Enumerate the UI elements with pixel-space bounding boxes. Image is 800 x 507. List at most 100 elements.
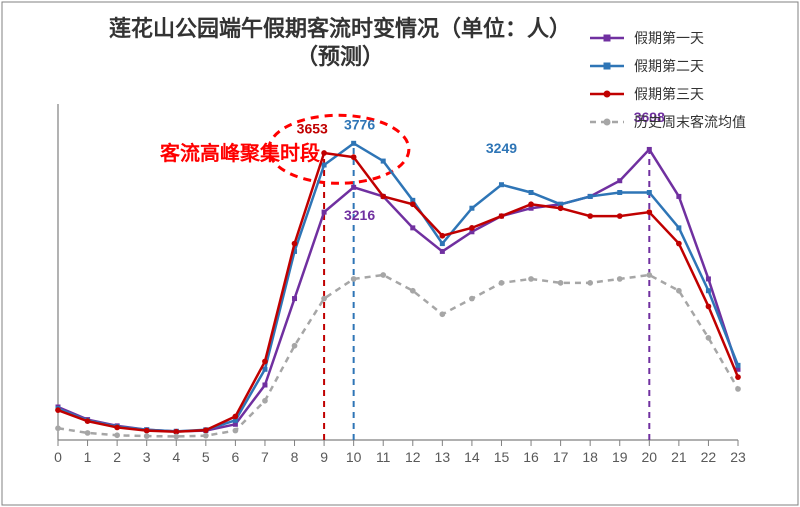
legend-marker (604, 63, 611, 70)
series-marker (233, 428, 239, 434)
series-marker (706, 335, 712, 341)
series-marker (321, 296, 327, 302)
series-marker (203, 433, 209, 439)
series-marker (381, 159, 386, 164)
series-marker (735, 386, 741, 392)
series-marker (262, 383, 267, 388)
x-tick-label: 6 (231, 449, 239, 465)
x-tick-label: 11 (376, 449, 391, 465)
series-marker (587, 213, 593, 219)
series-marker (499, 182, 504, 187)
x-tick-label: 5 (202, 449, 210, 465)
x-tick-label: 18 (582, 449, 598, 465)
value-label: 3653 (297, 121, 328, 137)
series-marker (706, 288, 711, 293)
series-marker (676, 225, 681, 230)
value-label: 3216 (344, 207, 375, 223)
series-marker (351, 185, 356, 190)
x-tick-label: 16 (523, 449, 539, 465)
series-line-hist (58, 275, 738, 436)
x-tick-label: 21 (671, 449, 687, 465)
x-tick-label: 22 (701, 449, 717, 465)
series-marker (292, 241, 298, 247)
chart-title-line2: （预测） (296, 44, 384, 69)
x-tick-label: 1 (84, 449, 92, 465)
legend-label: 假期第一天 (634, 30, 704, 46)
series-marker (617, 213, 623, 219)
series-marker (469, 225, 475, 231)
series-marker (410, 225, 415, 230)
series-marker (736, 363, 741, 368)
series-marker (558, 205, 564, 211)
line-chart: 莲花山公园端午假期客流时变情况（单位：人）（预测）012345678910111… (0, 0, 800, 507)
series-marker (617, 190, 622, 195)
chart-title-line1: 莲花山公园端午假期客流时变情况（单位：人） (109, 16, 571, 41)
x-tick-label: 10 (346, 449, 362, 465)
series-marker (469, 206, 474, 211)
x-tick-label: 14 (464, 449, 480, 465)
series-marker (499, 280, 505, 286)
legend-label: 历史周末客流均值 (634, 114, 746, 130)
x-tick-label: 17 (553, 449, 569, 465)
series-marker (321, 150, 327, 156)
series-marker (676, 194, 681, 199)
series-marker (528, 201, 534, 207)
x-tick-label: 13 (435, 449, 451, 465)
series-marker (440, 249, 445, 254)
series-marker (410, 288, 416, 294)
series-marker (676, 241, 682, 247)
series-marker (114, 425, 120, 431)
series-marker (499, 213, 505, 219)
series-marker (351, 154, 357, 160)
x-tick-label: 20 (642, 449, 658, 465)
x-tick-label: 3 (143, 449, 151, 465)
series-marker (292, 343, 298, 349)
series-marker (55, 407, 61, 413)
series-marker (55, 425, 61, 431)
series-marker (114, 432, 120, 438)
series-marker (646, 209, 652, 215)
value-label: 3249 (486, 140, 517, 156)
series-marker (587, 280, 593, 286)
series-marker (529, 190, 534, 195)
series-marker (85, 430, 91, 436)
series-marker (469, 296, 475, 302)
series-marker (706, 304, 712, 310)
peak-annotation: 客流高峰聚集时段 (159, 141, 320, 165)
series-marker (351, 141, 356, 146)
legend-marker (604, 119, 611, 126)
series-marker (676, 288, 682, 294)
series-marker (144, 428, 150, 434)
series-marker (351, 276, 357, 282)
x-tick-label: 9 (320, 449, 328, 465)
x-tick-label: 8 (291, 449, 299, 465)
series-marker (588, 194, 593, 199)
series-line-day3 (58, 153, 738, 432)
x-tick-label: 12 (405, 449, 421, 465)
series-marker (380, 272, 386, 278)
chart-border (2, 2, 798, 505)
series-marker (85, 418, 91, 424)
x-tick-label: 4 (172, 449, 180, 465)
series-marker (528, 276, 534, 282)
legend-label: 假期第二天 (634, 58, 704, 74)
series-line-day2 (58, 143, 738, 431)
series-marker (322, 163, 327, 168)
series-marker (439, 311, 445, 317)
x-tick-label: 23 (730, 449, 746, 465)
series-marker (173, 434, 179, 440)
series-marker (380, 194, 386, 200)
legend-marker (604, 91, 611, 98)
legend-label: 假期第三天 (634, 86, 704, 102)
x-tick-label: 2 (113, 449, 121, 465)
series-marker (558, 280, 564, 286)
series-marker (617, 178, 622, 183)
series-marker (262, 398, 268, 404)
series-marker (410, 201, 416, 207)
x-tick-label: 19 (612, 449, 628, 465)
series-marker (203, 427, 209, 433)
legend-marker (604, 35, 611, 42)
series-marker (322, 210, 327, 215)
series-marker (440, 241, 445, 246)
series-marker (647, 190, 652, 195)
